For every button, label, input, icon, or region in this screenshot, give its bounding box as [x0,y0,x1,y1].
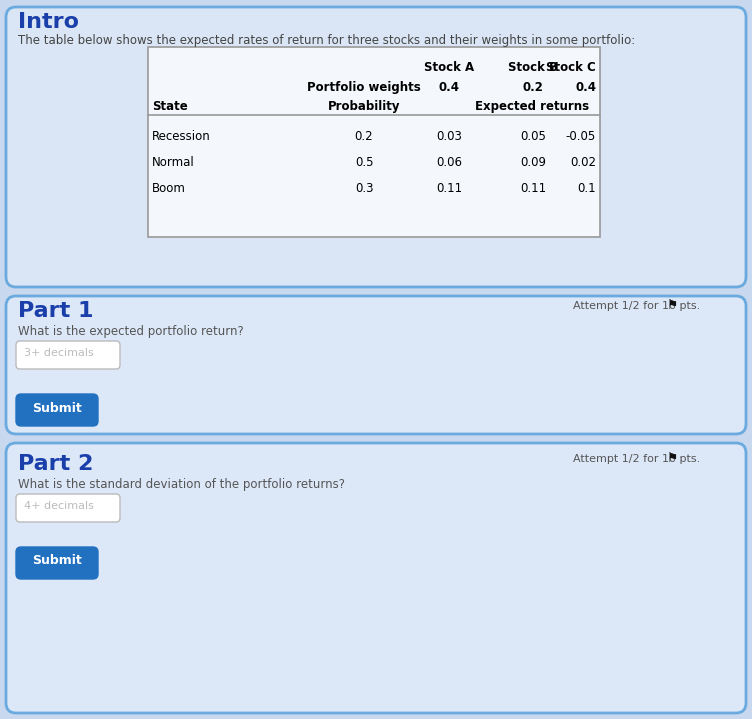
Text: -0.05: -0.05 [566,131,596,144]
Text: ⚑: ⚑ [667,299,678,312]
Text: What is the standard deviation of the portfolio returns?: What is the standard deviation of the po… [18,478,345,491]
FancyBboxPatch shape [6,7,746,287]
Text: 0.06: 0.06 [436,157,462,170]
FancyBboxPatch shape [6,296,746,434]
Text: What is the expected portfolio return?: What is the expected portfolio return? [18,325,244,338]
Text: Normal: Normal [152,157,195,170]
Text: Stock B: Stock B [508,61,558,74]
Text: Stock A: Stock A [424,61,474,74]
Text: 0.3: 0.3 [355,183,373,196]
Text: 0.02: 0.02 [570,157,596,170]
Text: Recession: Recession [152,131,211,144]
FancyBboxPatch shape [148,47,600,237]
Text: Expected returns: Expected returns [475,100,590,113]
Text: Part 2: Part 2 [18,454,93,474]
Text: Submit: Submit [32,554,82,567]
Text: Boom: Boom [152,183,186,196]
FancyBboxPatch shape [6,443,746,713]
FancyBboxPatch shape [16,494,120,522]
Text: Attempt 1/2 for 10 pts.: Attempt 1/2 for 10 pts. [573,301,700,311]
Text: Attempt 1/2 for 10 pts.: Attempt 1/2 for 10 pts. [573,454,700,464]
Text: The table below shows the expected rates of return for three stocks and their we: The table below shows the expected rates… [18,34,635,47]
Text: 0.11: 0.11 [436,183,462,196]
Text: 0.03: 0.03 [436,131,462,144]
Text: 0.4: 0.4 [438,81,459,94]
FancyBboxPatch shape [16,341,120,369]
Text: ⚑: ⚑ [667,452,678,465]
Text: 0.11: 0.11 [520,183,546,196]
Text: Submit: Submit [32,401,82,414]
Text: 0.5: 0.5 [355,157,373,170]
Text: 0.1: 0.1 [578,183,596,196]
FancyBboxPatch shape [16,547,98,579]
Text: 4+ decimals: 4+ decimals [24,501,94,511]
Text: 0.05: 0.05 [520,131,546,144]
Text: Probability: Probability [328,100,400,113]
Text: Portfolio weights: Portfolio weights [307,81,421,94]
Text: 3+ decimals: 3+ decimals [24,348,94,358]
Text: Intro: Intro [18,12,79,32]
FancyBboxPatch shape [16,394,98,426]
Text: 0.09: 0.09 [520,157,546,170]
Text: Part 1: Part 1 [18,301,93,321]
Text: State: State [152,100,188,113]
Text: 0.4: 0.4 [575,81,596,94]
Text: 0.2: 0.2 [355,131,373,144]
Text: Stock C: Stock C [546,61,596,74]
Text: 0.2: 0.2 [523,81,544,94]
